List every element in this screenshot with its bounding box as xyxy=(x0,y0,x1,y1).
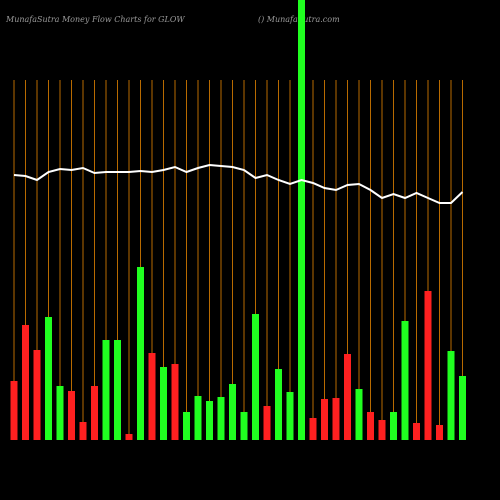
bar xyxy=(45,317,52,440)
bar xyxy=(240,412,248,440)
bar xyxy=(275,369,282,440)
bar xyxy=(10,381,18,440)
bar xyxy=(148,353,156,440)
bar xyxy=(91,386,98,440)
bar xyxy=(424,291,432,440)
bar xyxy=(447,351,455,440)
bar xyxy=(183,412,190,440)
bar xyxy=(286,392,294,440)
bar xyxy=(436,425,443,440)
bar xyxy=(459,376,466,440)
bar xyxy=(217,397,225,440)
chart-title: MunafaSutra Money Flow Charts for GLOW xyxy=(5,15,185,24)
bar xyxy=(137,267,144,440)
bar xyxy=(56,386,64,440)
bar xyxy=(194,396,202,440)
bar xyxy=(367,412,374,440)
bar xyxy=(252,314,259,440)
bar xyxy=(401,321,409,440)
bar xyxy=(263,406,271,440)
bar xyxy=(79,422,87,440)
bar xyxy=(413,423,420,440)
bar xyxy=(206,401,213,440)
bar xyxy=(22,325,29,440)
bar xyxy=(160,367,167,440)
bar xyxy=(125,434,133,440)
line xyxy=(13,163,464,204)
bar xyxy=(171,364,179,440)
bar xyxy=(68,391,75,440)
bar xyxy=(332,398,340,440)
bar xyxy=(102,340,110,440)
bar xyxy=(355,389,363,440)
bar xyxy=(229,384,236,440)
bar xyxy=(390,412,397,440)
bar xyxy=(309,418,317,440)
bar xyxy=(33,350,41,440)
bar xyxy=(321,399,328,440)
bar xyxy=(378,420,386,440)
bar xyxy=(298,0,305,440)
bar xyxy=(344,354,351,440)
bar xyxy=(114,340,121,440)
